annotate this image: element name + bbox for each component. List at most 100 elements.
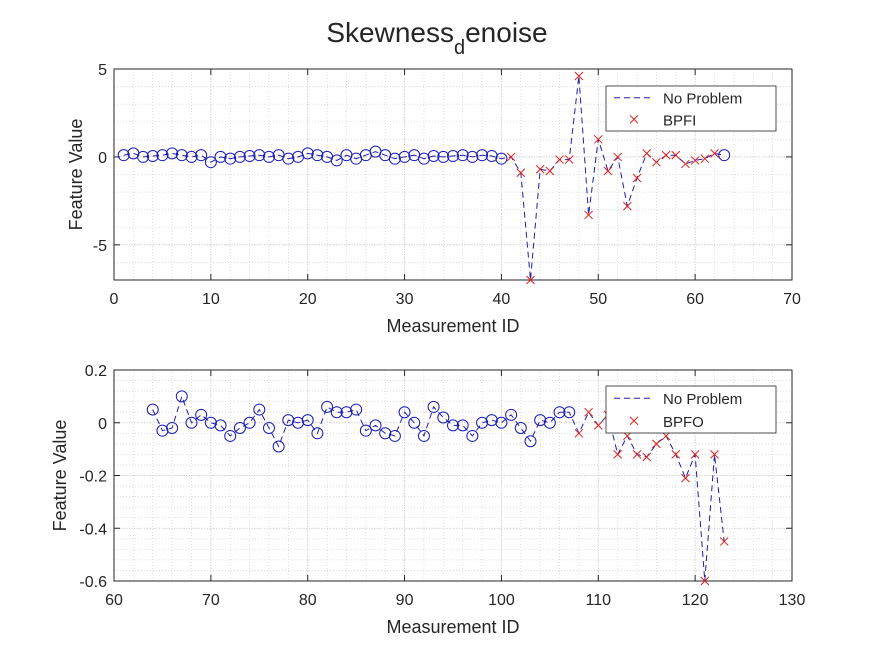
- data-point-circle: [524, 435, 537, 448]
- data-point-circle: [146, 403, 159, 416]
- data-point-circle: [311, 149, 324, 162]
- cross-stroke: [710, 149, 719, 158]
- x-tick-label: 30: [396, 291, 414, 308]
- data-point-cross: [690, 450, 700, 459]
- data-point-circle: [340, 406, 353, 419]
- legend-label: No Problem: [663, 391, 742, 408]
- legend-box: [605, 385, 777, 434]
- legend-swatch-cross: [629, 416, 639, 426]
- x-tick-label: 40: [493, 291, 511, 308]
- cross-stroke: [545, 166, 555, 176]
- data-point-circle: [166, 422, 179, 435]
- data-point-circle: [379, 427, 392, 440]
- data-point-circle: [175, 149, 188, 162]
- data-point-cross: [584, 210, 593, 220]
- data-point-circle: [301, 414, 314, 427]
- cross-stroke: [642, 149, 652, 158]
- data-point-circle: [185, 150, 198, 163]
- data-point-cross: [593, 134, 603, 144]
- data-point-circle: [185, 416, 198, 429]
- y-tick-label: 5: [98, 62, 107, 79]
- cross-stroke: [652, 439, 661, 449]
- data-point-cross: [613, 450, 623, 459]
- y-tick-label: -5: [93, 238, 107, 255]
- data-point-circle: [330, 154, 343, 167]
- cross-stroke: [574, 428, 584, 438]
- x-tick-label: 110: [586, 592, 612, 609]
- data-point-circle: [224, 152, 237, 165]
- y-axis-label: Feature Value: [50, 420, 70, 532]
- y-tick-label: 0.2: [85, 363, 107, 380]
- data-point-cross: [593, 421, 603, 430]
- data-line: [123, 75, 725, 281]
- data-point-cross: [622, 201, 632, 211]
- data-point-circle: [369, 419, 382, 432]
- legend: No Problem BPFI: [605, 85, 777, 132]
- data-point-circle: [476, 149, 489, 162]
- data-point-cross: [506, 152, 516, 162]
- data-point-cross: [681, 159, 690, 169]
- cross-stroke: [555, 155, 564, 164]
- data-point-cross: [603, 166, 613, 176]
- cross-stroke: [613, 152, 623, 162]
- data-point-cross: [574, 71, 584, 81]
- data-point-cross: [652, 157, 661, 167]
- data-point-circle: [195, 408, 208, 421]
- data-point-circle: [311, 427, 324, 440]
- data-point-cross: [681, 473, 690, 483]
- cross-stroke: [681, 159, 690, 169]
- x-tick-label: 130: [779, 592, 806, 609]
- cross-stroke: [719, 537, 729, 546]
- y-tick-label: 0: [98, 150, 107, 167]
- data-point-circle: [253, 149, 266, 162]
- data-point-circle: [485, 150, 498, 163]
- x-tick-label: 80: [299, 592, 317, 609]
- data-point-circle: [388, 429, 401, 442]
- data-point-circle: [301, 147, 314, 160]
- data-point-circle: [427, 150, 440, 163]
- data-point-circle: [495, 416, 508, 429]
- cross-stroke: [642, 452, 652, 462]
- data-point-cross: [642, 452, 652, 462]
- data-point-circle: [447, 419, 459, 432]
- cross-stroke: [564, 155, 574, 164]
- data-point-circle: [466, 150, 479, 163]
- cross-stroke: [593, 134, 603, 144]
- axes-box: [113, 68, 793, 281]
- data-point-circle: [466, 429, 479, 442]
- data-point-cross: [584, 407, 593, 417]
- data-point-circle: [233, 422, 246, 435]
- data-point-cross: [574, 428, 584, 438]
- data-point-circle: [253, 403, 266, 416]
- data-point-circle: [543, 416, 556, 429]
- x-tick-label: 70: [783, 291, 801, 308]
- cross-stroke: [661, 150, 671, 160]
- data-point-cross: [719, 537, 729, 546]
- data-point-cross: [632, 173, 642, 183]
- chart-title-subscript: d: [454, 37, 465, 59]
- data-point-circle: [456, 149, 469, 162]
- y-tick-label: -0.2: [79, 469, 107, 486]
- legend-label: BPFI: [663, 112, 696, 129]
- data-point-circle: [243, 150, 256, 163]
- cross-stroke: [710, 450, 719, 459]
- data-point-circle: [292, 416, 305, 429]
- data-point-cross: [516, 168, 526, 178]
- cross-stroke: [652, 157, 661, 167]
- data-point-circle: [718, 149, 731, 162]
- data-point-circle: [495, 152, 508, 165]
- x-axis-label: Measurement ID: [386, 617, 519, 637]
- data-point-circle: [447, 150, 459, 163]
- data-point-circle: [427, 400, 440, 413]
- data-point-circle: [408, 416, 421, 429]
- data-point-cross: [642, 149, 652, 158]
- cross-stroke: [574, 71, 584, 81]
- data-point-circle: [282, 414, 295, 427]
- legend: No Problem BPFO: [605, 385, 777, 434]
- x-tick-label: 10: [202, 291, 220, 308]
- data-point-cross: [613, 152, 623, 162]
- cross-stroke: [506, 152, 516, 162]
